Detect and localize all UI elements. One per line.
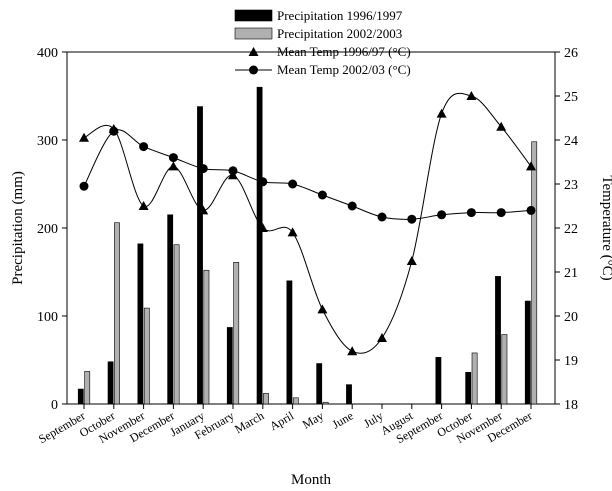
legend-swatch-2	[234, 27, 273, 40]
bar-series-1-15	[524, 300, 531, 405]
right-tick-label-6: 24	[564, 134, 578, 149]
y-axis-right-title: Temperature (°C)	[599, 175, 612, 280]
circle-marker-10	[377, 212, 387, 222]
triangle-marker-12	[436, 108, 447, 118]
circle-marker-12	[437, 210, 447, 220]
line-layer	[79, 91, 536, 356]
right-tick-label-7: 25	[564, 90, 578, 105]
bar-layer	[77, 86, 538, 405]
circle-marker-5	[228, 166, 238, 176]
bar-series-1-0	[77, 388, 84, 405]
triangle-marker-13	[466, 91, 477, 100]
circle-marker-15	[526, 205, 536, 215]
circle-marker-9	[347, 201, 357, 211]
circle-marker-8	[317, 190, 327, 200]
bar-series-2-4	[203, 269, 210, 405]
triangle-marker-15	[526, 161, 536, 171]
bar-series-1-12	[435, 357, 442, 405]
bar-series-2-8	[322, 401, 329, 405]
legend: Precipitation 1996/1997 Precipitation 200…	[234, 8, 411, 77]
bar-series-1-5	[226, 327, 233, 405]
bar-series-1-7	[286, 280, 293, 405]
left-tick-label-4: 400	[37, 46, 58, 61]
left-tick-label-1: 100	[37, 310, 58, 325]
right-tick-label-5: 23	[564, 178, 578, 193]
triangle-marker-11	[406, 256, 417, 265]
legend-triangle-marker	[248, 47, 259, 56]
triangle-marker-0	[79, 132, 89, 142]
triangle-marker-14	[496, 121, 507, 131]
bar-series-1-4	[197, 106, 203, 405]
right-tick-label-3: 21	[564, 266, 578, 281]
triangle-marker-8	[317, 304, 328, 314]
circle-marker-3	[168, 153, 178, 163]
bar-series-1-6	[256, 86, 263, 405]
y-axis-left-title: Precipitation (mm)	[10, 171, 26, 285]
left-tick-label-3: 300	[37, 134, 58, 149]
bar-series-1-1	[107, 361, 114, 405]
circle-marker-1	[109, 126, 119, 136]
triangle-marker-9	[347, 346, 358, 356]
right-tick-label-0: 18	[564, 398, 578, 413]
bar-series-2-13	[471, 352, 478, 405]
left-tick-label-0: 0	[51, 398, 58, 413]
triangle-marker-7	[287, 227, 298, 237]
x-axis-title: Month	[291, 472, 332, 488]
legend-label-1: Precipitation 1996/1997	[277, 8, 403, 23]
bar-series-2-3	[173, 244, 180, 405]
bar-series-2-2	[143, 307, 150, 405]
legend-swatch-1	[234, 9, 273, 22]
month-label-8: May	[300, 408, 326, 431]
circle-marker-0	[79, 181, 89, 191]
bar-series-2-7	[292, 397, 299, 405]
circle-marker-13	[466, 208, 476, 218]
bar-series-1-13	[465, 372, 472, 405]
bar-series-1-9	[346, 384, 352, 405]
bar-series-1-3	[167, 214, 174, 405]
bar-series-1-8	[316, 363, 323, 405]
right-tick-label-4: 22	[564, 222, 578, 237]
right-tick-label-2: 20	[564, 310, 578, 325]
month-label-6: March	[232, 408, 266, 436]
bar-series-2-6	[263, 393, 269, 405]
temp-line-2	[83, 129, 532, 220]
triangle-marker-6	[257, 223, 268, 232]
bar-series-2-15	[531, 141, 538, 405]
circle-marker-14	[496, 208, 506, 218]
triangle-marker-10	[377, 333, 387, 342]
right-tick-label-8: 26	[564, 46, 578, 61]
legend-circle-marker	[249, 65, 258, 75]
right-tick-label-1: 19	[564, 354, 578, 369]
month-label-9: June	[330, 408, 356, 431]
circle-marker-11	[407, 214, 417, 224]
left-tick-label-2: 200	[37, 222, 58, 237]
circle-marker-6	[258, 177, 268, 187]
bar-series-1-14	[495, 276, 501, 405]
legend-label-2: Precipitation 2002/2003	[277, 26, 402, 41]
bar-series-2-1	[114, 222, 120, 405]
bar-series-1-2	[137, 243, 144, 405]
triangle-marker-2	[138, 201, 149, 210]
circle-marker-4	[198, 164, 208, 174]
circle-marker-2	[139, 142, 149, 152]
circle-marker-7	[288, 179, 298, 189]
triangle-marker-4	[198, 205, 209, 215]
legend-label-3: Mean Temp 1996/97 (°C)	[277, 44, 411, 59]
month-label-7: April	[267, 408, 297, 433]
bar-series-2-0	[84, 371, 91, 405]
temp-line-1	[83, 92, 532, 354]
triangle-marker-3	[168, 161, 179, 171]
legend-label-4: Mean Temp 2002/03 (°C)	[277, 62, 411, 77]
bar-series-2-14	[501, 334, 508, 405]
bar-series-2-5	[233, 262, 240, 405]
